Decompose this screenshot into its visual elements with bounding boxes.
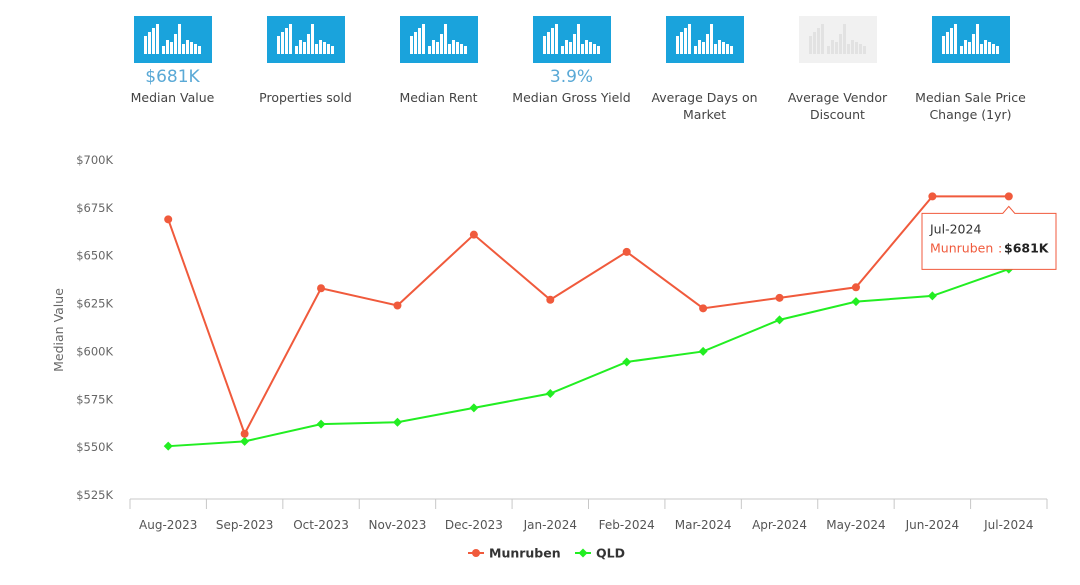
metric-value bbox=[372, 65, 505, 89]
x-tick-label: Mar-2024 bbox=[675, 518, 732, 532]
metric-average-vendor-discount[interactable]: Average Vendor Discount bbox=[771, 16, 904, 123]
x-tick-label: Nov-2023 bbox=[368, 518, 426, 532]
metric-value bbox=[638, 65, 771, 89]
legend-item-munruben[interactable]: Munruben bbox=[468, 546, 561, 561]
legend-marker bbox=[472, 549, 480, 557]
x-axis: Aug-2023 Sep-2023 Oct-2023 Nov-2023 Dec-2023… bbox=[129, 498, 1048, 532]
legend-marker bbox=[578, 548, 588, 558]
y-tick-label: $625K bbox=[76, 297, 113, 311]
data-point-qld[interactable] bbox=[392, 417, 402, 427]
metric-value bbox=[904, 65, 1037, 89]
metric-value: $681K bbox=[145, 67, 200, 87]
metric-label: Average Days on Market bbox=[651, 90, 758, 122]
metric-value bbox=[771, 65, 904, 89]
x-tick-label: Aug-2023 bbox=[139, 518, 197, 532]
bar-chart-icon bbox=[931, 16, 1010, 63]
bar-chart-icon bbox=[665, 16, 744, 63]
metric-value bbox=[239, 65, 372, 89]
y-tick-label: $600K bbox=[76, 344, 113, 358]
data-point-munruben[interactable] bbox=[317, 284, 326, 293]
metric-median-gross-yield[interactable]: 3.9% Median Gross Yield bbox=[505, 16, 638, 106]
data-point-munruben[interactable] bbox=[240, 429, 249, 438]
data-point-munruben[interactable] bbox=[851, 283, 860, 292]
metric-label: Median Rent bbox=[399, 90, 478, 105]
data-point-qld[interactable] bbox=[469, 403, 479, 413]
data-point-qld[interactable] bbox=[545, 389, 555, 399]
data-point-qld[interactable] bbox=[316, 419, 326, 429]
y-tick-label: $700K bbox=[76, 153, 113, 167]
x-tick-label: Sep-2023 bbox=[216, 518, 274, 532]
bar-chart-icon bbox=[532, 16, 611, 63]
x-tick-label: Feb-2024 bbox=[599, 518, 655, 532]
x-tick-label: Jan-2024 bbox=[523, 518, 577, 532]
data-point-munruben[interactable] bbox=[164, 215, 173, 224]
tooltip-box bbox=[921, 205, 1057, 270]
x-tick-label: Apr-2024 bbox=[752, 518, 807, 532]
data-point-munruben[interactable] bbox=[546, 295, 555, 304]
legend: Munruben QLD bbox=[468, 546, 625, 561]
y-axis-title: Median Value bbox=[51, 288, 66, 372]
data-point-munruben[interactable] bbox=[1004, 192, 1013, 201]
y-axis-ticks: $525K $550K $575K $600K $625K $650K $675K $700K bbox=[76, 153, 113, 502]
series-line-qld bbox=[168, 268, 1010, 448]
x-tick-label: Jun-2024 bbox=[905, 518, 960, 532]
data-point-qld[interactable] bbox=[698, 346, 708, 356]
tooltip-value: $681K bbox=[1004, 240, 1050, 255]
data-point-munruben[interactable] bbox=[469, 230, 478, 239]
y-tick-label: $575K bbox=[76, 392, 113, 406]
tooltip-title: Jul-2024 bbox=[929, 221, 981, 236]
data-point-munruben[interactable] bbox=[622, 247, 631, 256]
y-tick-label: $650K bbox=[76, 249, 113, 263]
data-point-qld[interactable] bbox=[927, 291, 937, 301]
legend-label: Munruben bbox=[489, 546, 561, 561]
legend-label: QLD bbox=[596, 546, 625, 561]
x-tick-label: Dec-2023 bbox=[445, 518, 503, 532]
tooltip-colon: : bbox=[998, 240, 1002, 255]
y-tick-label: $675K bbox=[76, 201, 113, 215]
metric-median-rent[interactable]: Median Rent bbox=[372, 16, 505, 106]
metric-label: Median Sale Price Change (1yr) bbox=[915, 90, 1026, 122]
data-point-qld[interactable] bbox=[163, 441, 173, 451]
metric-label: Average Vendor Discount bbox=[787, 90, 888, 122]
x-tick-label: Jul-2024 bbox=[983, 518, 1033, 532]
data-point-munruben[interactable] bbox=[775, 293, 784, 302]
bar-chart-icon bbox=[133, 16, 212, 63]
legend-item-qld[interactable]: QLD bbox=[575, 546, 625, 561]
metric-median-sale-price-change-1yr[interactable]: Median Sale Price Change (1yr) bbox=[904, 16, 1037, 123]
metric-median-value[interactable]: $681K Median Value bbox=[106, 16, 239, 106]
metric-label: Properties sold bbox=[259, 90, 352, 105]
metric-value: 3.9% bbox=[549, 67, 594, 87]
tooltip: Jul-2024 Munruben: $681K bbox=[921, 205, 1057, 270]
median-value-chart: Median Value $525K $550K $575K $600K $625K $6… bbox=[51, 153, 1057, 561]
data-point-qld[interactable] bbox=[851, 297, 861, 307]
tooltip-series: Munruben bbox=[930, 240, 993, 255]
data-point-qld[interactable] bbox=[775, 315, 785, 325]
data-point-munruben[interactable] bbox=[393, 301, 402, 310]
bar-chart-icon bbox=[798, 16, 877, 63]
y-tick-label: $525K bbox=[76, 488, 113, 502]
data-point-munruben[interactable] bbox=[699, 304, 708, 313]
y-tick-label: $550K bbox=[76, 440, 113, 454]
x-tick-label: May-2024 bbox=[826, 518, 885, 532]
metric-selector: $681K Median Value Properties sold Median R… bbox=[80, 0, 1080, 140]
series-line-munruben bbox=[167, 195, 1009, 437]
x-tick-label: Oct-2023 bbox=[293, 518, 349, 532]
bar-chart-icon bbox=[399, 16, 478, 63]
metric-average-days-on-market[interactable]: Average Days on Market bbox=[638, 16, 771, 123]
series-layer bbox=[163, 192, 1014, 451]
bar-chart-icon bbox=[266, 16, 345, 63]
data-point-qld[interactable] bbox=[240, 436, 250, 446]
metric-label: Median Value bbox=[130, 90, 215, 105]
data-point-munruben[interactable] bbox=[928, 192, 937, 201]
metric-label: Median Gross Yield bbox=[512, 90, 631, 105]
metric-properties-sold[interactable]: Properties sold bbox=[239, 16, 372, 106]
data-point-qld[interactable] bbox=[622, 357, 632, 367]
